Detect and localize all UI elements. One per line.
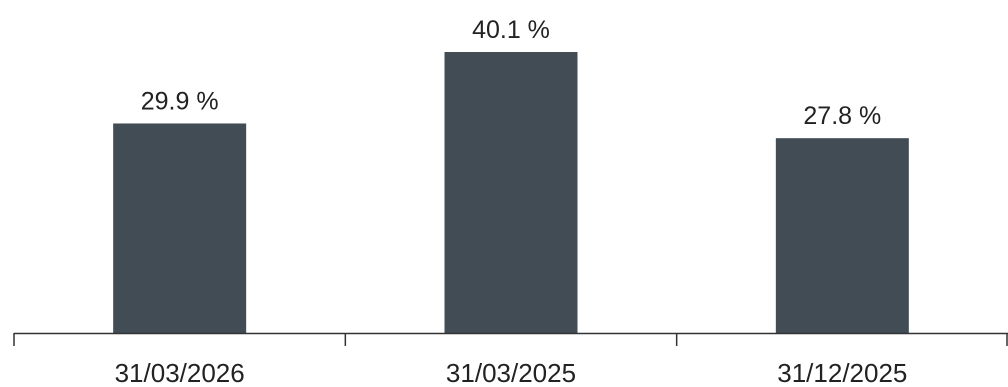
x-tick-label-3: 31/12/2025 [777, 358, 907, 387]
value-labels-group: 29.9 % 40.1 % 27.8 % [141, 16, 882, 130]
x-tick-labels-group: 31/03/2026 31/03/2025 31/12/2025 [115, 358, 908, 387]
bar-1 [113, 123, 247, 333]
bar-2 [444, 52, 578, 333]
bar-value-label-1: 29.9 % [141, 87, 219, 115]
bar-3 [775, 138, 909, 333]
x-tick-label-1: 31/03/2026 [115, 358, 245, 387]
bar-value-label-3: 27.8 % [803, 102, 881, 130]
bars-group [113, 52, 909, 333]
bar-value-label-2: 40.1 % [472, 16, 550, 44]
x-tick-label-2: 31/03/2025 [446, 358, 576, 387]
x-axis [13, 332, 1008, 346]
